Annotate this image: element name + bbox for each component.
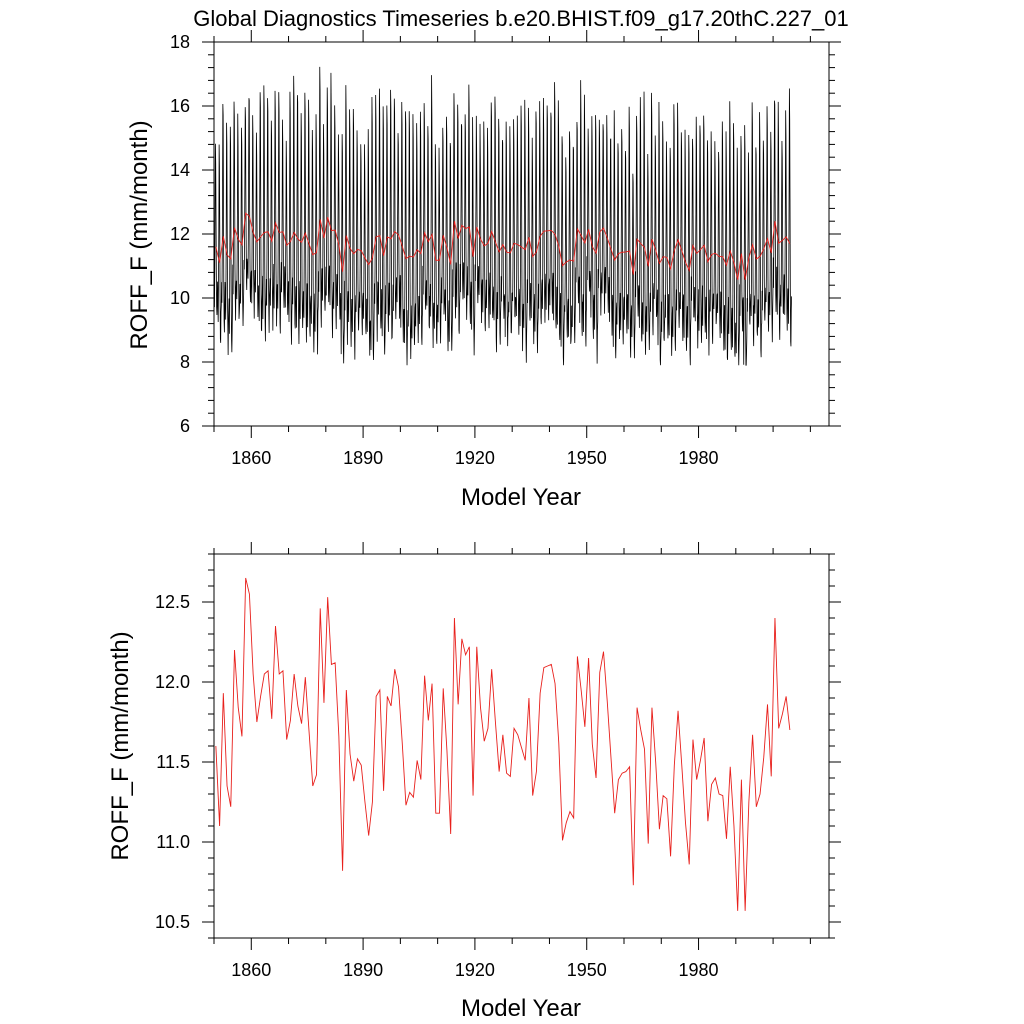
lower-y-tick-label: 10.5 [155, 912, 190, 932]
lower-y-tick-label: 11.0 [156, 832, 190, 852]
upper-x-tick-label: 1890 [343, 448, 383, 468]
lower-x-tick-label: 1980 [679, 960, 719, 980]
upper-x-tick-label: 1950 [567, 448, 607, 468]
lower-y-tick-label: 12.0 [155, 672, 190, 692]
lower-y-axis-label: ROFF_F (mm/month) [107, 631, 134, 860]
monthly-series-line [213, 66, 792, 366]
annual-mean-line-lower [215, 577, 791, 911]
annual-mean-series-upper [215, 212, 791, 280]
lower-y-tick-label: 11.5 [156, 752, 190, 772]
upper-x-tick-label: 1920 [455, 448, 495, 468]
lower-x-axis-label: Model Year [461, 995, 581, 1022]
upper-panel-monthly-and-annual: ROFF_F (mm/month) Model Year 1860 1890 192… [126, 30, 841, 511]
upper-y-tick-label: 12 [170, 224, 190, 244]
upper-x-tick-label: 1860 [231, 448, 271, 468]
upper-y-tick-label: 16 [170, 96, 190, 116]
upper-y-tick-label: 18 [170, 32, 190, 52]
lower-x-tick-label: 1860 [231, 960, 271, 980]
lower-x-tick-label: 1950 [567, 960, 607, 980]
annual-mean-line-upper [215, 212, 791, 280]
upper-x-tick-label: 1980 [679, 448, 719, 468]
lower-x-tick-label: 1890 [343, 960, 383, 980]
lower-x-tick-label: 1920 [455, 960, 495, 980]
lower-panel-annual-mean: ROFF_F (mm/month) Model Year 1860 1890 192… [107, 542, 841, 1022]
upper-y-axis-label: ROFF_F (mm/month) [126, 120, 153, 349]
upper-y-tick-label: 6 [180, 416, 190, 436]
upper-y-tick-label: 8 [180, 352, 190, 372]
upper-x-axis-label: Model Year [461, 484, 581, 511]
upper-y-tick-label: 14 [170, 160, 190, 180]
lower-y-tick-label: 12.5 [155, 592, 190, 612]
upper-y-tick-label: 10 [170, 288, 190, 308]
figure-title: Global Diagnostics Timeseries b.e20.BHIS… [193, 6, 849, 31]
